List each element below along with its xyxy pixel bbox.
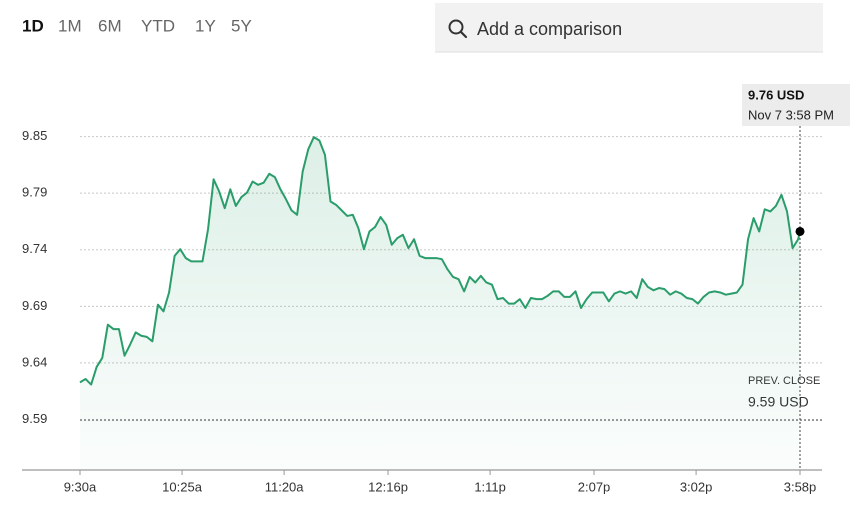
range-button[interactable]: 6M	[98, 16, 122, 35]
tooltip-value: 9.76 USD	[748, 87, 804, 102]
search-icon-handle	[459, 30, 468, 39]
tooltip-date: Nov 7 3:58 PM	[748, 107, 834, 122]
x-tick-label: 3:02p	[680, 479, 713, 494]
range-button[interactable]: 1M	[58, 16, 82, 35]
y-tick-label: 9.85	[22, 128, 47, 143]
x-tick-label: 1:11p	[474, 479, 506, 494]
price-line	[79, 136, 801, 386]
range-buttons: 1D 1M 6M YTD 1Y 5Y	[22, 16, 252, 35]
range-button[interactable]: YTD	[141, 16, 175, 35]
hover-dot	[795, 226, 805, 236]
y-tick-label: 9.59	[22, 411, 47, 426]
x-tick-label: 3:58p	[784, 479, 817, 494]
x-tick-label: 10:25a	[162, 479, 203, 494]
search-background[interactable]	[435, 3, 823, 52]
y-tick-label: 9.74	[22, 241, 47, 256]
search-icon	[448, 19, 464, 35]
search-box[interactable]: Add a comparison	[435, 3, 823, 53]
y-tick-label: 9.79	[22, 185, 47, 200]
y-tick-label: 9.69	[22, 298, 47, 313]
x-tick-label: 11:20a	[265, 479, 305, 494]
y-tick-label: 9.64	[22, 354, 47, 369]
plot-area: 9.85 9.79 9.74 9.69 9.64 9.59 9:30a 10:25a 11:20…	[22, 84, 850, 494]
range-button[interactable]: 5Y	[231, 16, 252, 35]
x-tick-label: 9:30a	[64, 479, 97, 494]
price-area	[79, 137, 801, 470]
range-button[interactable]: 1Y	[195, 16, 216, 35]
x-tick-label: 2:07p	[578, 479, 611, 494]
search-placeholder[interactable]: Add a comparison	[477, 19, 622, 39]
x-tick-label: 12:16p	[368, 479, 408, 494]
tooltip-box	[742, 84, 850, 126]
range-button[interactable]: 1D	[22, 16, 44, 35]
